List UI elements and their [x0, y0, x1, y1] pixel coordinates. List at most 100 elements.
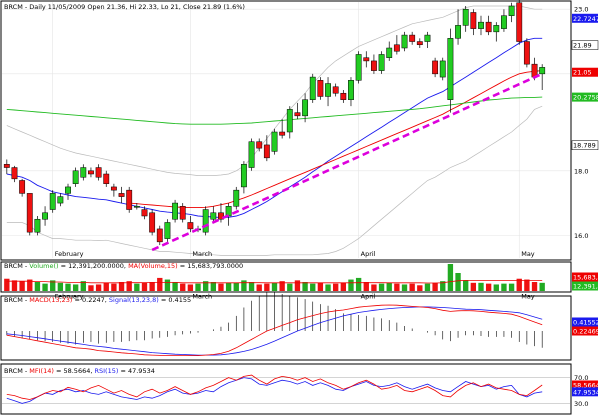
- price-tag-bg: [572, 92, 598, 102]
- price-tag: 21.05: [573, 69, 592, 77]
- volume-bar: [241, 280, 247, 291]
- candle-body: [485, 21, 492, 33]
- volume-bar: [11, 280, 18, 291]
- value-tags: 22.7247 21.89 21.05 20.2758 18.789 15,683,793…: [571, 13, 600, 397]
- volume-bar: [42, 283, 48, 291]
- oscillator-lines: [2, 374, 570, 404]
- legend-part: MA(Volume,15): [128, 262, 178, 270]
- candle-body: [225, 206, 232, 217]
- candle-body: [34, 218, 41, 233]
- volume-bar: [157, 277, 163, 291]
- volume-bar: [256, 284, 262, 291]
- price-tag-bg: [571, 40, 599, 50]
- osc-tag-bg: [572, 387, 598, 397]
- candle-body: [65, 186, 71, 194]
- candle-body: [355, 54, 362, 81]
- month-label: April: [361, 250, 376, 258]
- mfi-line: [6, 374, 543, 400]
- candle-body: [210, 212, 217, 220]
- candle-body: [248, 141, 255, 168]
- candle-body: [393, 44, 400, 52]
- bollinger-line: [6, 105, 543, 256]
- legend-part: BRCM -: [4, 262, 29, 270]
- volume-bar: [417, 285, 423, 291]
- volume-tag: 15,683,793: [573, 274, 600, 282]
- mfi-legend: BRCM - MFI(14) = 58.5664, RSI(15) = 47.9…: [4, 367, 155, 375]
- candle-body: [72, 170, 79, 184]
- candle-body: [302, 99, 309, 117]
- candle-body: [317, 80, 324, 97]
- price-tag: 21.89: [573, 42, 592, 50]
- price-tag-bg: [572, 67, 598, 77]
- volume-bar: [508, 283, 515, 291]
- volume-month-label: February: [55, 293, 84, 301]
- candle-body: [424, 34, 431, 42]
- volume-bar: [34, 282, 41, 291]
- price-tag-bg: [572, 13, 598, 23]
- volume-bar: [80, 281, 86, 291]
- volume-bar: [279, 281, 285, 291]
- volume-bar: [57, 282, 64, 291]
- volume-bar: [401, 284, 408, 291]
- candle-body: [447, 38, 454, 100]
- volume-bar: [172, 282, 178, 291]
- volume-bar: [180, 283, 186, 291]
- candle-body: [279, 131, 286, 136]
- volume-bar: [378, 283, 385, 291]
- legend-part: = 58.5664,: [54, 367, 95, 375]
- candle-body: [218, 212, 224, 220]
- legend-part: RSI(15): [94, 367, 118, 375]
- candle-body: [80, 167, 87, 178]
- candlesticks: [3, 0, 546, 246]
- macd-legend: BRCM - MACD(13,23) = 0.2247, Signal(13,2…: [4, 296, 191, 304]
- candle-body: [478, 21, 484, 29]
- candle-body: [493, 25, 500, 33]
- candle-body: [118, 193, 125, 197]
- candle-body: [416, 41, 423, 46]
- volume-bar: [103, 282, 109, 291]
- volume-bar: [225, 282, 232, 291]
- volume-bar: [363, 282, 369, 291]
- price-tag-bg: [571, 140, 599, 150]
- volume-bar: [386, 282, 392, 291]
- volume-bar: [4, 278, 10, 291]
- macd-tag: 0.41552: [573, 319, 600, 327]
- volume-bar: [195, 283, 201, 291]
- candle-body: [386, 47, 393, 58]
- volume-bar: [394, 283, 400, 291]
- candle-body: [340, 92, 347, 100]
- volume-bar: [164, 279, 171, 291]
- volume-bar: [340, 282, 347, 291]
- volume-bar: [126, 281, 132, 291]
- volume-bar: [470, 282, 477, 291]
- chart-title: BRCM - Daily 11/05/2009 Open 21.36, Hi 2…: [4, 3, 245, 11]
- candle-body: [110, 186, 117, 191]
- volume-bar: [317, 282, 324, 291]
- legend-part: = 15,683,793.0000: [178, 262, 243, 270]
- candle-body: [42, 212, 48, 220]
- volume-bar: [202, 281, 209, 291]
- volume-bar: [218, 283, 224, 291]
- candle-body: [462, 8, 469, 26]
- volume-bar: [432, 282, 438, 291]
- candle-body: [3, 164, 10, 168]
- volume-bar: [333, 283, 339, 291]
- volume-bar: [19, 281, 25, 291]
- osc-tag: 47.9534: [573, 388, 600, 396]
- volume-bar: [478, 282, 484, 291]
- osc-tag: 58.5664: [573, 381, 600, 389]
- volume-month-label: April: [361, 293, 376, 301]
- candle-body: [149, 212, 156, 233]
- candle-body: [256, 141, 263, 149]
- legend-part: Signal(13,23,8): [109, 296, 159, 304]
- volume-bar: [88, 285, 94, 291]
- candle-body: [470, 12, 477, 29]
- macd-panel-frame: [0, 295, 572, 361]
- volume-bar: [141, 282, 148, 291]
- volume-bar: [294, 280, 301, 291]
- macd-tag: 0.22469: [573, 328, 600, 336]
- volume-bar: [95, 284, 102, 291]
- macd-tag-bg: [572, 326, 598, 336]
- candle-body: [363, 57, 370, 62]
- legend-part: BRCM -: [4, 296, 29, 304]
